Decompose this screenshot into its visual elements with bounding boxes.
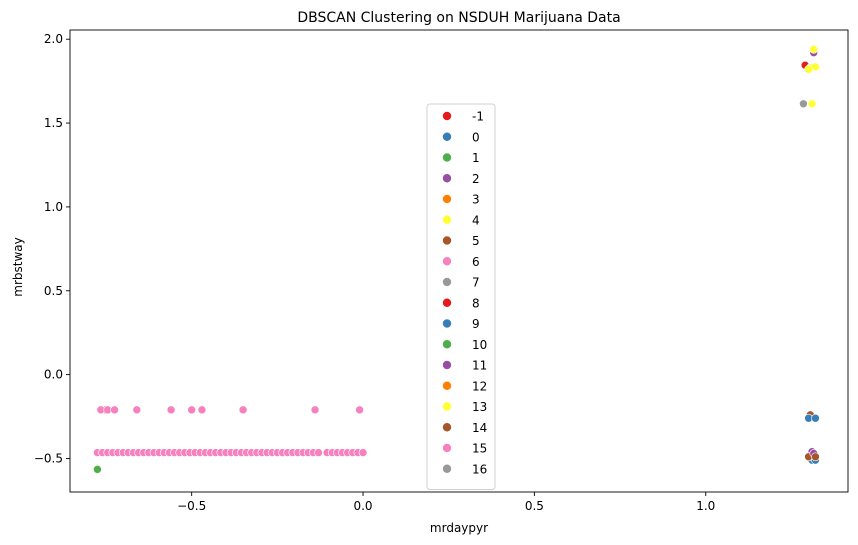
cluster-6-point bbox=[187, 405, 196, 415]
legend-label: 2 bbox=[472, 172, 480, 186]
cluster-1-point bbox=[93, 465, 102, 474]
legend-marker bbox=[442, 194, 452, 204]
legend-label: 10 bbox=[472, 338, 487, 352]
legend-marker bbox=[442, 318, 452, 329]
legend-label: 5 bbox=[472, 234, 480, 248]
cluster-6-point bbox=[238, 405, 248, 415]
cluster-6-point bbox=[197, 405, 207, 415]
cluster-4-point bbox=[807, 99, 817, 109]
legend-label: 3 bbox=[472, 193, 480, 207]
cluster-13-point bbox=[804, 65, 813, 74]
x-tick-label: 1.0 bbox=[696, 499, 715, 513]
legend-marker bbox=[442, 422, 452, 433]
legend-label: 1 bbox=[472, 151, 480, 165]
legend-marker bbox=[442, 277, 452, 287]
legend-marker bbox=[442, 380, 452, 391]
cluster-4-point bbox=[809, 44, 819, 54]
y-tick-label: 1.0 bbox=[44, 200, 63, 214]
legend-label: 11 bbox=[472, 359, 487, 373]
cluster-6-point bbox=[314, 448, 323, 457]
y-tick-label: 0.5 bbox=[44, 284, 63, 298]
cluster-6-point bbox=[355, 405, 364, 415]
legend-marker bbox=[442, 339, 452, 350]
legend-label: 9 bbox=[472, 317, 480, 331]
legend-marker bbox=[442, 111, 452, 121]
legend-label: 0 bbox=[472, 130, 480, 144]
cluster-7-point bbox=[799, 99, 808, 109]
legend-label: 6 bbox=[472, 255, 480, 269]
y-axis-label: mrbstway bbox=[11, 237, 25, 296]
y-tick-label: 1.5 bbox=[44, 116, 63, 130]
cluster-6-point bbox=[358, 448, 368, 457]
legend-marker bbox=[442, 463, 452, 474]
legend-marker bbox=[442, 360, 452, 370]
cluster-6-point bbox=[310, 405, 320, 415]
legend-label: 7 bbox=[472, 276, 480, 290]
legend-label: 16 bbox=[472, 462, 487, 476]
legend-label: 8 bbox=[472, 296, 480, 310]
x-axis-label: mrdaypyr bbox=[430, 521, 488, 535]
legend-label: 13 bbox=[472, 400, 487, 414]
legend-marker bbox=[442, 214, 452, 225]
y-tick-label: 2.0 bbox=[44, 32, 63, 46]
legend-label: 14 bbox=[472, 421, 487, 435]
legend-marker bbox=[442, 152, 452, 163]
y-tick-label: −0.5 bbox=[34, 451, 63, 465]
cluster-6-point bbox=[110, 405, 119, 415]
legend-marker bbox=[442, 297, 452, 308]
legend-marker bbox=[442, 173, 452, 184]
legend-marker bbox=[442, 401, 452, 412]
cluster-6-point bbox=[166, 405, 176, 415]
axes-frame bbox=[69, 29, 849, 493]
legend-label: -1 bbox=[472, 110, 484, 124]
legend-label: 4 bbox=[472, 213, 480, 227]
legend-marker bbox=[442, 131, 452, 142]
cluster-14-point bbox=[811, 452, 820, 462]
legend-marker bbox=[442, 235, 452, 246]
chart-title: DBSCAN Clustering on NSDUH Marijuana Dat… bbox=[297, 10, 620, 26]
y-tick-label: 0.0 bbox=[44, 368, 63, 382]
legend-label: 15 bbox=[472, 442, 487, 456]
cluster-9-point bbox=[811, 413, 820, 423]
legend-marker bbox=[442, 256, 452, 267]
x-tick-label: −0.5 bbox=[177, 499, 206, 513]
cluster-6-point bbox=[132, 405, 142, 415]
legend-marker bbox=[442, 443, 452, 453]
x-tick-label: 0.0 bbox=[353, 499, 372, 513]
legend-label: 12 bbox=[472, 379, 487, 393]
x-tick-label: 0.5 bbox=[525, 499, 544, 513]
